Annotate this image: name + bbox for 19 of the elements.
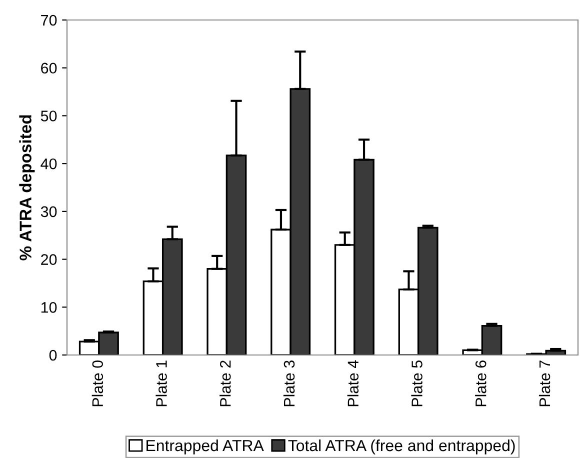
y-axis-title: % ATRA deposited: [19, 115, 35, 260]
x-tick-label: Plate 1: [156, 360, 167, 406]
x-tick-label: Plate 4: [347, 360, 359, 406]
y-tick-label: 20: [41, 254, 57, 265]
x-tick-label: Plate 0: [92, 360, 104, 406]
x-tick-label: Plate 3: [283, 360, 295, 406]
x-tick-label: Plate 2: [220, 360, 231, 406]
y-tick-label: 70: [41, 14, 57, 26]
x-tick-label: Plate 5: [411, 360, 422, 406]
y-tick-label: 0: [49, 350, 57, 361]
x-tick-label: Plate 6: [475, 360, 486, 406]
y-tick-label: 30: [40, 206, 57, 218]
legend-label: Entrapped ATRA: [146, 439, 264, 454]
y-tick-label: 10: [41, 302, 57, 313]
y-tick-label: 50: [40, 110, 57, 122]
x-tick-label: Plate 7: [538, 360, 550, 406]
y-tick-label: 60: [41, 62, 57, 74]
legend-label: Total ATRA (free and entrapped): [288, 439, 515, 454]
y-tick-label: 40: [40, 158, 57, 170]
